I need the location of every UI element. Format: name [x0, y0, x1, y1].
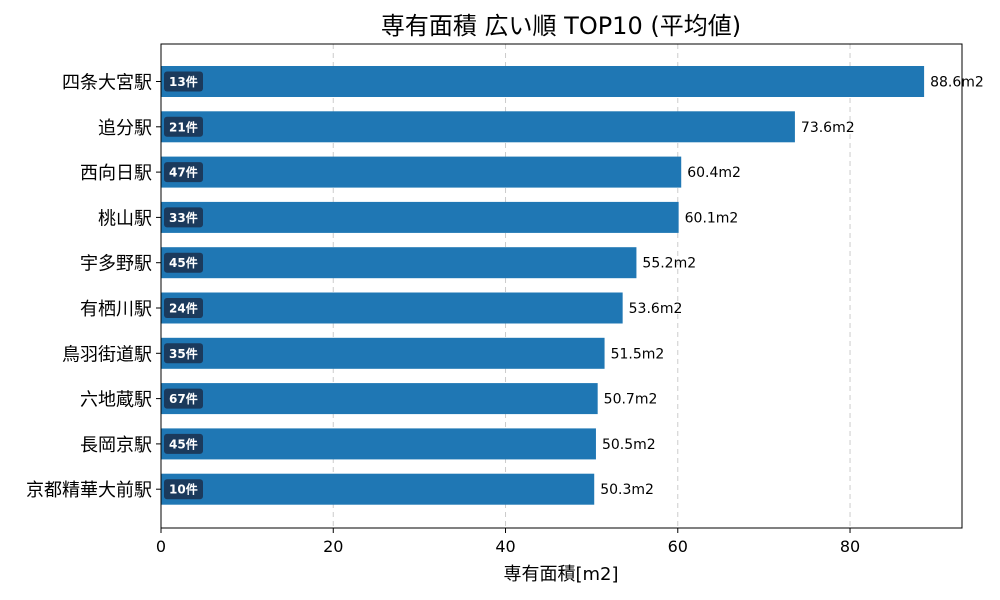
x-tick-label: 60 — [668, 537, 688, 556]
y-tick-label: 六地蔵駅 — [80, 390, 152, 411]
count-label: 45件 — [169, 436, 198, 451]
y-tick-label: 西向日駅 — [80, 163, 152, 184]
count-badge — [164, 433, 203, 454]
value-label: 88.6m2 — [930, 75, 984, 91]
value-label: 60.4m2 — [687, 165, 741, 181]
count-badge — [164, 343, 203, 364]
bar — [161, 66, 925, 97]
count-badge — [164, 388, 203, 409]
bar — [161, 111, 795, 143]
y-tick-label: 追分駅 — [98, 118, 152, 139]
bar — [161, 201, 679, 233]
x-axis-label: 専有面積[m2] — [503, 564, 618, 585]
y-tick-label: 長岡京駅 — [80, 435, 152, 456]
bar — [161, 292, 623, 324]
y-tick-label: 四条大宮駅 — [62, 73, 152, 94]
value-label: 73.6m2 — [801, 120, 855, 136]
x-tick-label: 80 — [840, 537, 860, 556]
count-badge — [164, 162, 203, 183]
count-badge — [164, 71, 203, 92]
count-label: 67件 — [169, 391, 198, 406]
y-tick-label: 有栖川駅 — [80, 299, 152, 320]
value-label: 50.3m2 — [600, 482, 654, 498]
value-label: 51.5m2 — [611, 346, 665, 362]
count-label: 33件 — [169, 210, 198, 225]
count-badge — [164, 252, 203, 273]
y-tick-label: 宇多野駅 — [80, 254, 152, 275]
count-label: 21件 — [169, 119, 198, 134]
bars: 88.6m2 13件 73.6m2 21件 60.4m2 47件 60.1m2 33件 55.2… — [161, 66, 984, 505]
bar — [161, 156, 682, 188]
count-badge — [164, 207, 203, 228]
y-tick-label: 鳥羽街道駅 — [62, 344, 152, 365]
plot-frame — [160, 43, 963, 529]
x-tick-labels: 0 20 40 60 80 — [156, 528, 860, 556]
value-label: 55.2m2 — [642, 256, 696, 272]
value-label: 50.7m2 — [604, 392, 658, 408]
count-label: 10件 — [169, 482, 198, 497]
count-label: 45件 — [169, 255, 198, 270]
count-badge — [164, 298, 203, 318]
bar — [161, 247, 637, 279]
value-label: 50.5m2 — [602, 437, 656, 453]
x-tick-label: 20 — [323, 537, 343, 556]
value-label: 60.1m2 — [685, 210, 739, 226]
count-badge — [164, 479, 203, 500]
count-label: 35件 — [169, 346, 198, 361]
chart-title: 専有面積 広い順 TOP10 (平均値) — [381, 12, 741, 40]
y-tick-label: 京都精華大前駅 — [26, 480, 152, 501]
x-tick-label: 0 — [156, 537, 166, 556]
count-label: 13件 — [169, 74, 198, 89]
x-tick-label: 40 — [495, 537, 515, 556]
count-label: 47件 — [169, 165, 198, 180]
bar — [161, 473, 595, 505]
bar — [161, 428, 596, 460]
value-label: 53.6m2 — [629, 301, 683, 317]
bar — [161, 383, 598, 415]
count-label: 24件 — [169, 301, 198, 316]
y-tick-label: 桃山駅 — [98, 208, 152, 229]
count-badge — [164, 116, 203, 137]
y-tick-labels: 四条大宮駅追分駅西向日駅桃山駅宇多野駅有栖川駅鳥羽街道駅六地蔵駅長岡京駅京都精華… — [26, 73, 161, 501]
bar — [161, 337, 605, 369]
